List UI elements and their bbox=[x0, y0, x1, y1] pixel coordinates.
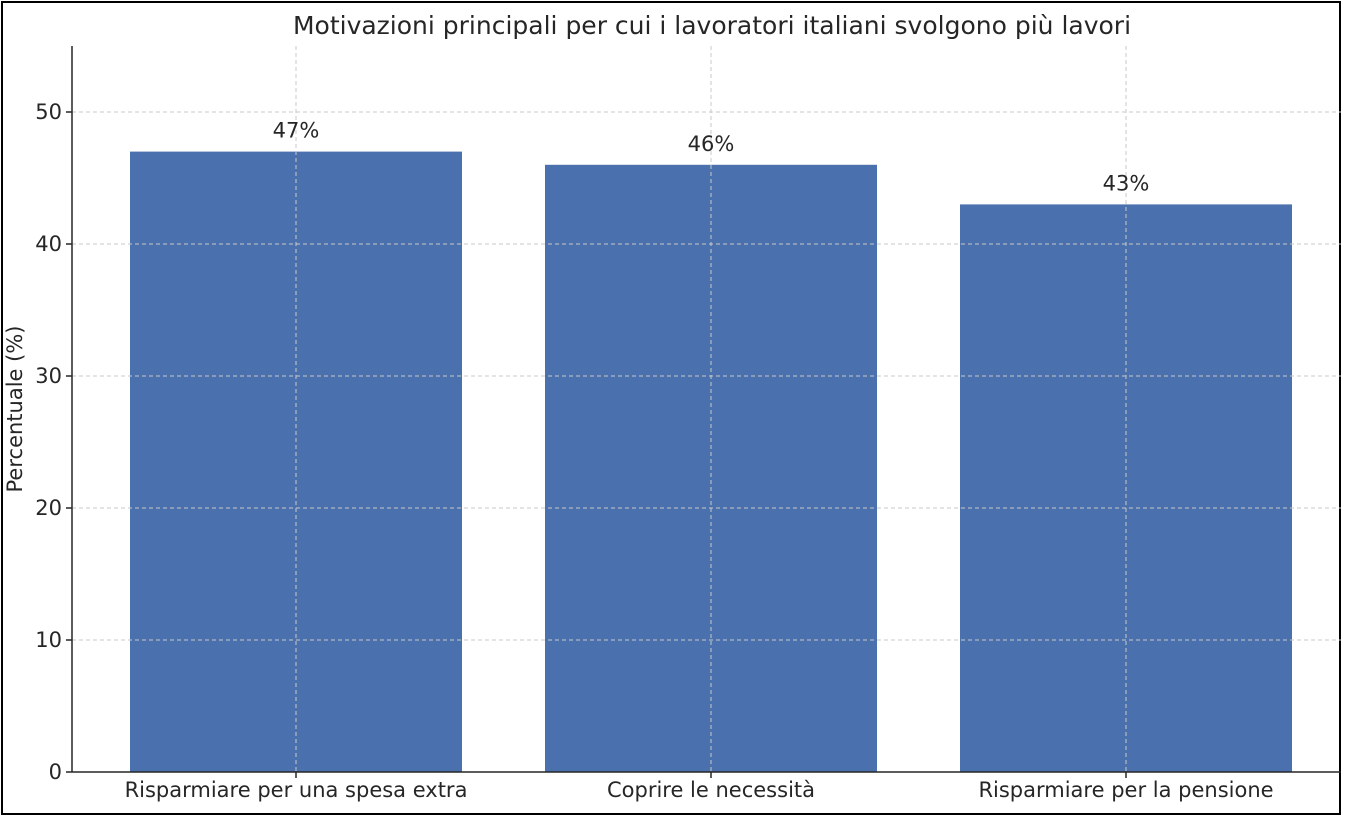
x-tick-label: Coprire le necessità bbox=[607, 778, 815, 802]
chart-title: Motivazioni principali per cui i lavorat… bbox=[293, 11, 1131, 40]
data-label: 43% bbox=[1103, 171, 1150, 195]
y-tick-labels: 0 10 20 30 40 50 bbox=[35, 100, 72, 784]
x-tick-label: Risparmiare per una spesa extra bbox=[125, 778, 468, 802]
y-axis-label: Percentuale (%) bbox=[3, 326, 27, 493]
x-tick-label: Risparmiare per la pensione bbox=[978, 778, 1273, 802]
x-tick-labels: Risparmiare per una spesa extra Coprire l… bbox=[125, 772, 1274, 802]
y-tick-label: 50 bbox=[35, 100, 62, 124]
axes bbox=[71, 46, 1341, 773]
y-tick-label: 20 bbox=[35, 496, 62, 520]
data-label: 47% bbox=[273, 119, 320, 143]
y-tick-label: 0 bbox=[49, 760, 62, 784]
grid bbox=[72, 46, 1341, 772]
data-label: 46% bbox=[688, 132, 735, 156]
y-tick-label: 40 bbox=[35, 232, 62, 256]
y-tick-label: 10 bbox=[35, 628, 62, 652]
data-labels: 47% 46% 43% bbox=[273, 119, 1150, 196]
y-tick-label: 30 bbox=[35, 364, 62, 388]
